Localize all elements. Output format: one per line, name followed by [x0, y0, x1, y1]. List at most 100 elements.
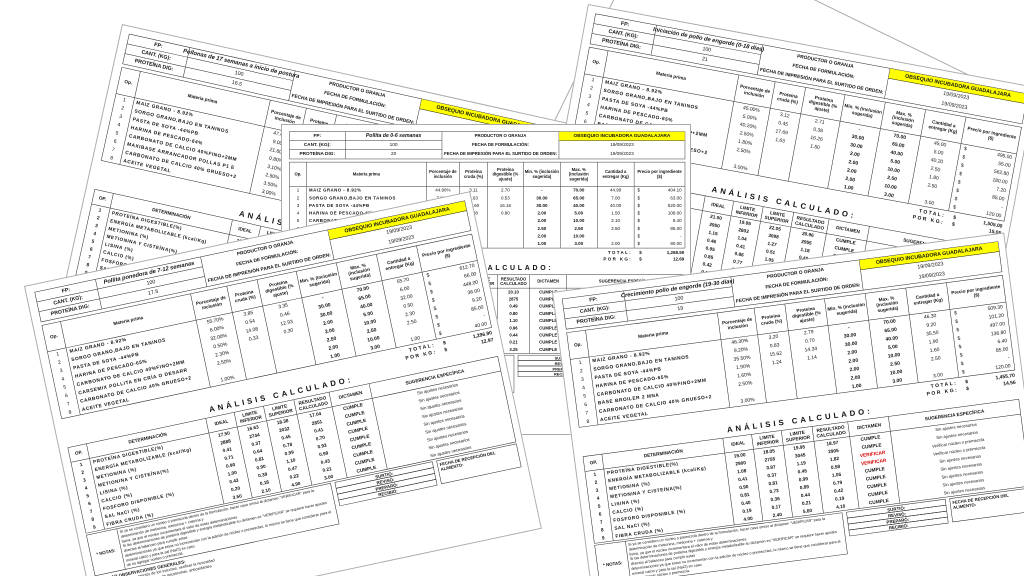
price-cell: $80.00 [634, 240, 684, 248]
ingredient-name: HARINA DE PESCADO-65% [309, 210, 376, 216]
cell-value: 2875 [508, 296, 519, 302]
price-value: 80.00 [670, 241, 682, 247]
currency-sign: $ [637, 195, 641, 201]
cell-value: 5 [296, 218, 300, 224]
obsequio-banner: OBSEQUIO INCUBADORA GUADALAJARA [559, 131, 685, 141]
proteina-label: PROTEÍNA DIG: [299, 151, 336, 157]
currency-sign: $ [961, 369, 966, 376]
fecha-formulacion-value: 19/09/2023 [610, 142, 634, 148]
price-value: - [1000, 204, 1004, 211]
currency-sign: $ [952, 204, 957, 211]
ingredient-name: PASTA DE SOYA -44%PB [309, 203, 370, 209]
price-value: 7.20 [995, 186, 1007, 194]
currency-sign: $ [959, 352, 963, 359]
cell-value: 3.11 [469, 188, 478, 193]
cell-value: 0.96 [509, 325, 518, 331]
currency-sign: $ [637, 188, 641, 193]
cell-value: 2 [296, 195, 300, 201]
ingredient-name: MAIZ GRANO - 8.92% [309, 188, 362, 193]
cell-value: 0.90 [501, 210, 510, 216]
cell-value: 2.00 [537, 218, 547, 224]
currency-sign: $ [438, 330, 443, 337]
cell-value [597, 233, 633, 241]
cell-value: 3.25 [509, 347, 518, 353]
cell-value: 3.00 [574, 241, 584, 247]
cell-value: 0.53 [501, 195, 510, 201]
price-value: - [1007, 354, 1010, 361]
price-cell: $108.00 [634, 210, 684, 218]
price-cell: $520.00 [634, 202, 684, 210]
currency-sign: $ [426, 272, 430, 279]
column-header: Proteína cruda (%) [459, 162, 488, 187]
column-header: Op. [289, 162, 307, 187]
cell-value: 0.49 [509, 303, 518, 309]
cell-value: 1 [296, 188, 300, 193]
price-value: 120.00 [985, 210, 1002, 219]
cell-value: 7.00 [611, 195, 621, 201]
cell-value: 2.50 [574, 226, 584, 232]
fp-label: FP: [289, 132, 345, 141]
productor-label: PRODUCTOR O GRANJA [474, 133, 527, 139]
cell-value: 20.10 [508, 289, 519, 295]
currency-sign: $ [957, 179, 961, 186]
column-header: Max. % (inclusión sugerida) [560, 162, 597, 187]
cell-value [488, 217, 524, 225]
cantidad-label: CANT. (KG): [289, 141, 345, 150]
col-precio-ingrediente: Precio por ingrediente ($) $509.30 $101.20… [946, 275, 1015, 377]
column-header: Proteína digestible (% ajuste) [487, 162, 524, 187]
currency-sign: $ [956, 327, 960, 334]
total-value: 1,268.50 [666, 250, 685, 256]
cell-value: 2.50 [611, 226, 621, 232]
price-value: 63.00 [670, 195, 682, 201]
dictamen-value: CUMPLE [539, 311, 558, 317]
cell-value: 8 [586, 418, 590, 425]
column-header: Cantidad a entregar (Kg) [597, 162, 634, 187]
column-header: RESULTADO CALCULADO [497, 275, 530, 289]
price-cell: $63.00 [634, 194, 684, 202]
price-value: - [483, 312, 486, 319]
column-header: Proteína cruda (%) [754, 304, 789, 335]
currency-sign: $ [637, 226, 641, 232]
currency-sign: $ [637, 233, 641, 239]
currency-sign: $ [963, 145, 968, 152]
cell-value: 65.00 [573, 195, 585, 201]
cell-value: 44.90 [610, 188, 622, 193]
column-header: Precio por ingrediente ($) [634, 162, 685, 187]
cell-value: 3 [296, 203, 300, 209]
currency-sign: $ [637, 218, 641, 224]
dictamen-value: CUMPLE [539, 318, 558, 324]
cell-value: 1.00 [537, 241, 547, 247]
price-value: 404.10 [667, 188, 682, 193]
currency-sign: $ [639, 250, 642, 256]
price-value: 108.00 [667, 210, 682, 216]
price-value: 520.00 [667, 203, 682, 209]
currency-sign: $ [639, 256, 642, 262]
fecha-impresion-value: 19/09/2023 [610, 151, 634, 157]
cell-value: 2.70 [501, 188, 510, 193]
total-label: TOTAL: [607, 250, 633, 256]
cell-value: 0.63 [469, 195, 478, 201]
price-value: 85.00 [995, 346, 1009, 354]
price-cell: $8.40 [634, 217, 684, 225]
col-materia-prima: Materia prima MAIZ GRANO - 8.92% SORGO GRA… [585, 313, 731, 425]
porkg-label: POR KG: [603, 256, 633, 262]
currency-sign: $ [434, 314, 439, 321]
price-value: - [680, 233, 682, 239]
porkg-value: 12.69 [673, 256, 685, 262]
cell-value: 40.00 [610, 203, 622, 209]
dictamen-value: CUMPLE [539, 332, 558, 338]
cell-value [488, 225, 524, 233]
dictamen-value: CUMPLE [539, 347, 558, 353]
cell-value: 10.00 [573, 233, 585, 239]
col-cantidad-entregar: Cantidad a entregar (Kg) 44.90 7.00 40.00 1.… [597, 162, 635, 248]
column-header: DICTAMEN [529, 275, 567, 289]
cell-value: 2.00 [537, 210, 547, 216]
price-cell: $404.10 [634, 187, 684, 195]
currency-sign: $ [436, 322, 441, 329]
dictamen-value: CUMPLE [539, 289, 558, 295]
totals-block: TOTAL: $ 1,268.50 POR KG: $ 12.69 [289, 250, 684, 263]
cell-value: 2.00 [537, 233, 547, 239]
currency-sign: $ [960, 162, 965, 169]
col-proteina-digestible: Proteína digestible (% ajuste) 2.70 0.53 16… [487, 162, 524, 248]
